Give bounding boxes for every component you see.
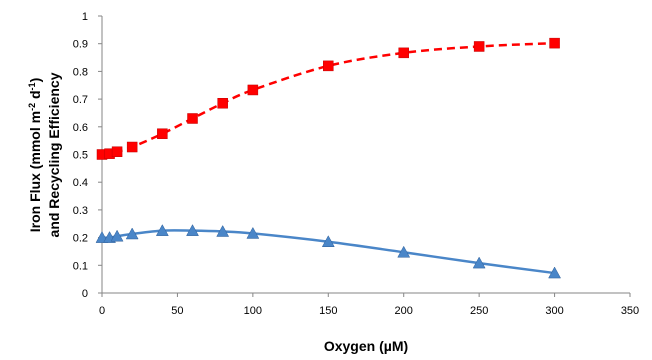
y-axis-title-line1: Iron Flux (mmol m-2 d-1) bbox=[27, 78, 43, 233]
y-axis-title-main: Iron Flux (mmol m bbox=[27, 111, 43, 232]
y-tick-label: 1 bbox=[82, 11, 88, 23]
y-axis-title-line2: and Recycling Efficiency bbox=[46, 72, 62, 237]
x-tick-label: 200 bbox=[395, 305, 413, 317]
series-1-point bbox=[217, 98, 228, 109]
y-axis-title-sup1: -2 bbox=[27, 103, 37, 111]
x-tick-label: 150 bbox=[319, 305, 337, 317]
series-2-point bbox=[321, 235, 335, 248]
x-axis-title: Oxygen (µM) bbox=[324, 338, 408, 354]
y-tick-label: 0.1 bbox=[73, 260, 88, 272]
y-tick-label: 0.6 bbox=[73, 122, 88, 134]
y-tick-label: 0.4 bbox=[73, 177, 88, 189]
x-tick-label: 50 bbox=[171, 305, 183, 317]
series-2-point bbox=[472, 256, 486, 269]
series-2-point bbox=[397, 245, 411, 258]
series-1-point bbox=[247, 84, 259, 96]
series-2-point bbox=[186, 224, 199, 236]
series-2-point bbox=[548, 266, 561, 279]
y-tick-label: 0.2 bbox=[73, 233, 88, 245]
series-2-point bbox=[216, 224, 230, 237]
y-tick-label: 0 bbox=[82, 288, 88, 300]
y-axis-title-sup2: -1 bbox=[27, 82, 37, 90]
y-axis-title-mid: d bbox=[27, 90, 43, 102]
series-2-point bbox=[246, 226, 260, 239]
y-tick-label: 0.8 bbox=[73, 66, 88, 78]
y-axis-title-end: ) bbox=[27, 78, 43, 83]
y-tick-label: 0.5 bbox=[73, 150, 88, 162]
series-2-point bbox=[125, 227, 139, 240]
series-1-point bbox=[157, 128, 168, 139]
y-tick-label: 0.7 bbox=[73, 94, 88, 106]
x-tick-label: 100 bbox=[244, 305, 262, 317]
series-1-point bbox=[111, 146, 123, 157]
y-tick-label: 0.3 bbox=[73, 205, 88, 217]
series-1-point bbox=[549, 37, 560, 49]
x-tick-label: 0 bbox=[99, 305, 105, 317]
series-1-point bbox=[398, 47, 409, 59]
x-tick-label: 300 bbox=[545, 305, 563, 317]
series-2-point bbox=[110, 229, 124, 242]
series-1-point bbox=[126, 141, 138, 153]
x-tick-label: 250 bbox=[470, 305, 488, 317]
x-tick-label: 350 bbox=[621, 305, 639, 317]
series-line-1 bbox=[101, 41, 555, 156]
y-tick-label: 0.9 bbox=[73, 39, 88, 51]
series-2-point bbox=[155, 224, 169, 236]
series-1-point bbox=[323, 60, 334, 72]
series-1-point bbox=[187, 113, 198, 124]
series-1-point bbox=[473, 41, 485, 52]
